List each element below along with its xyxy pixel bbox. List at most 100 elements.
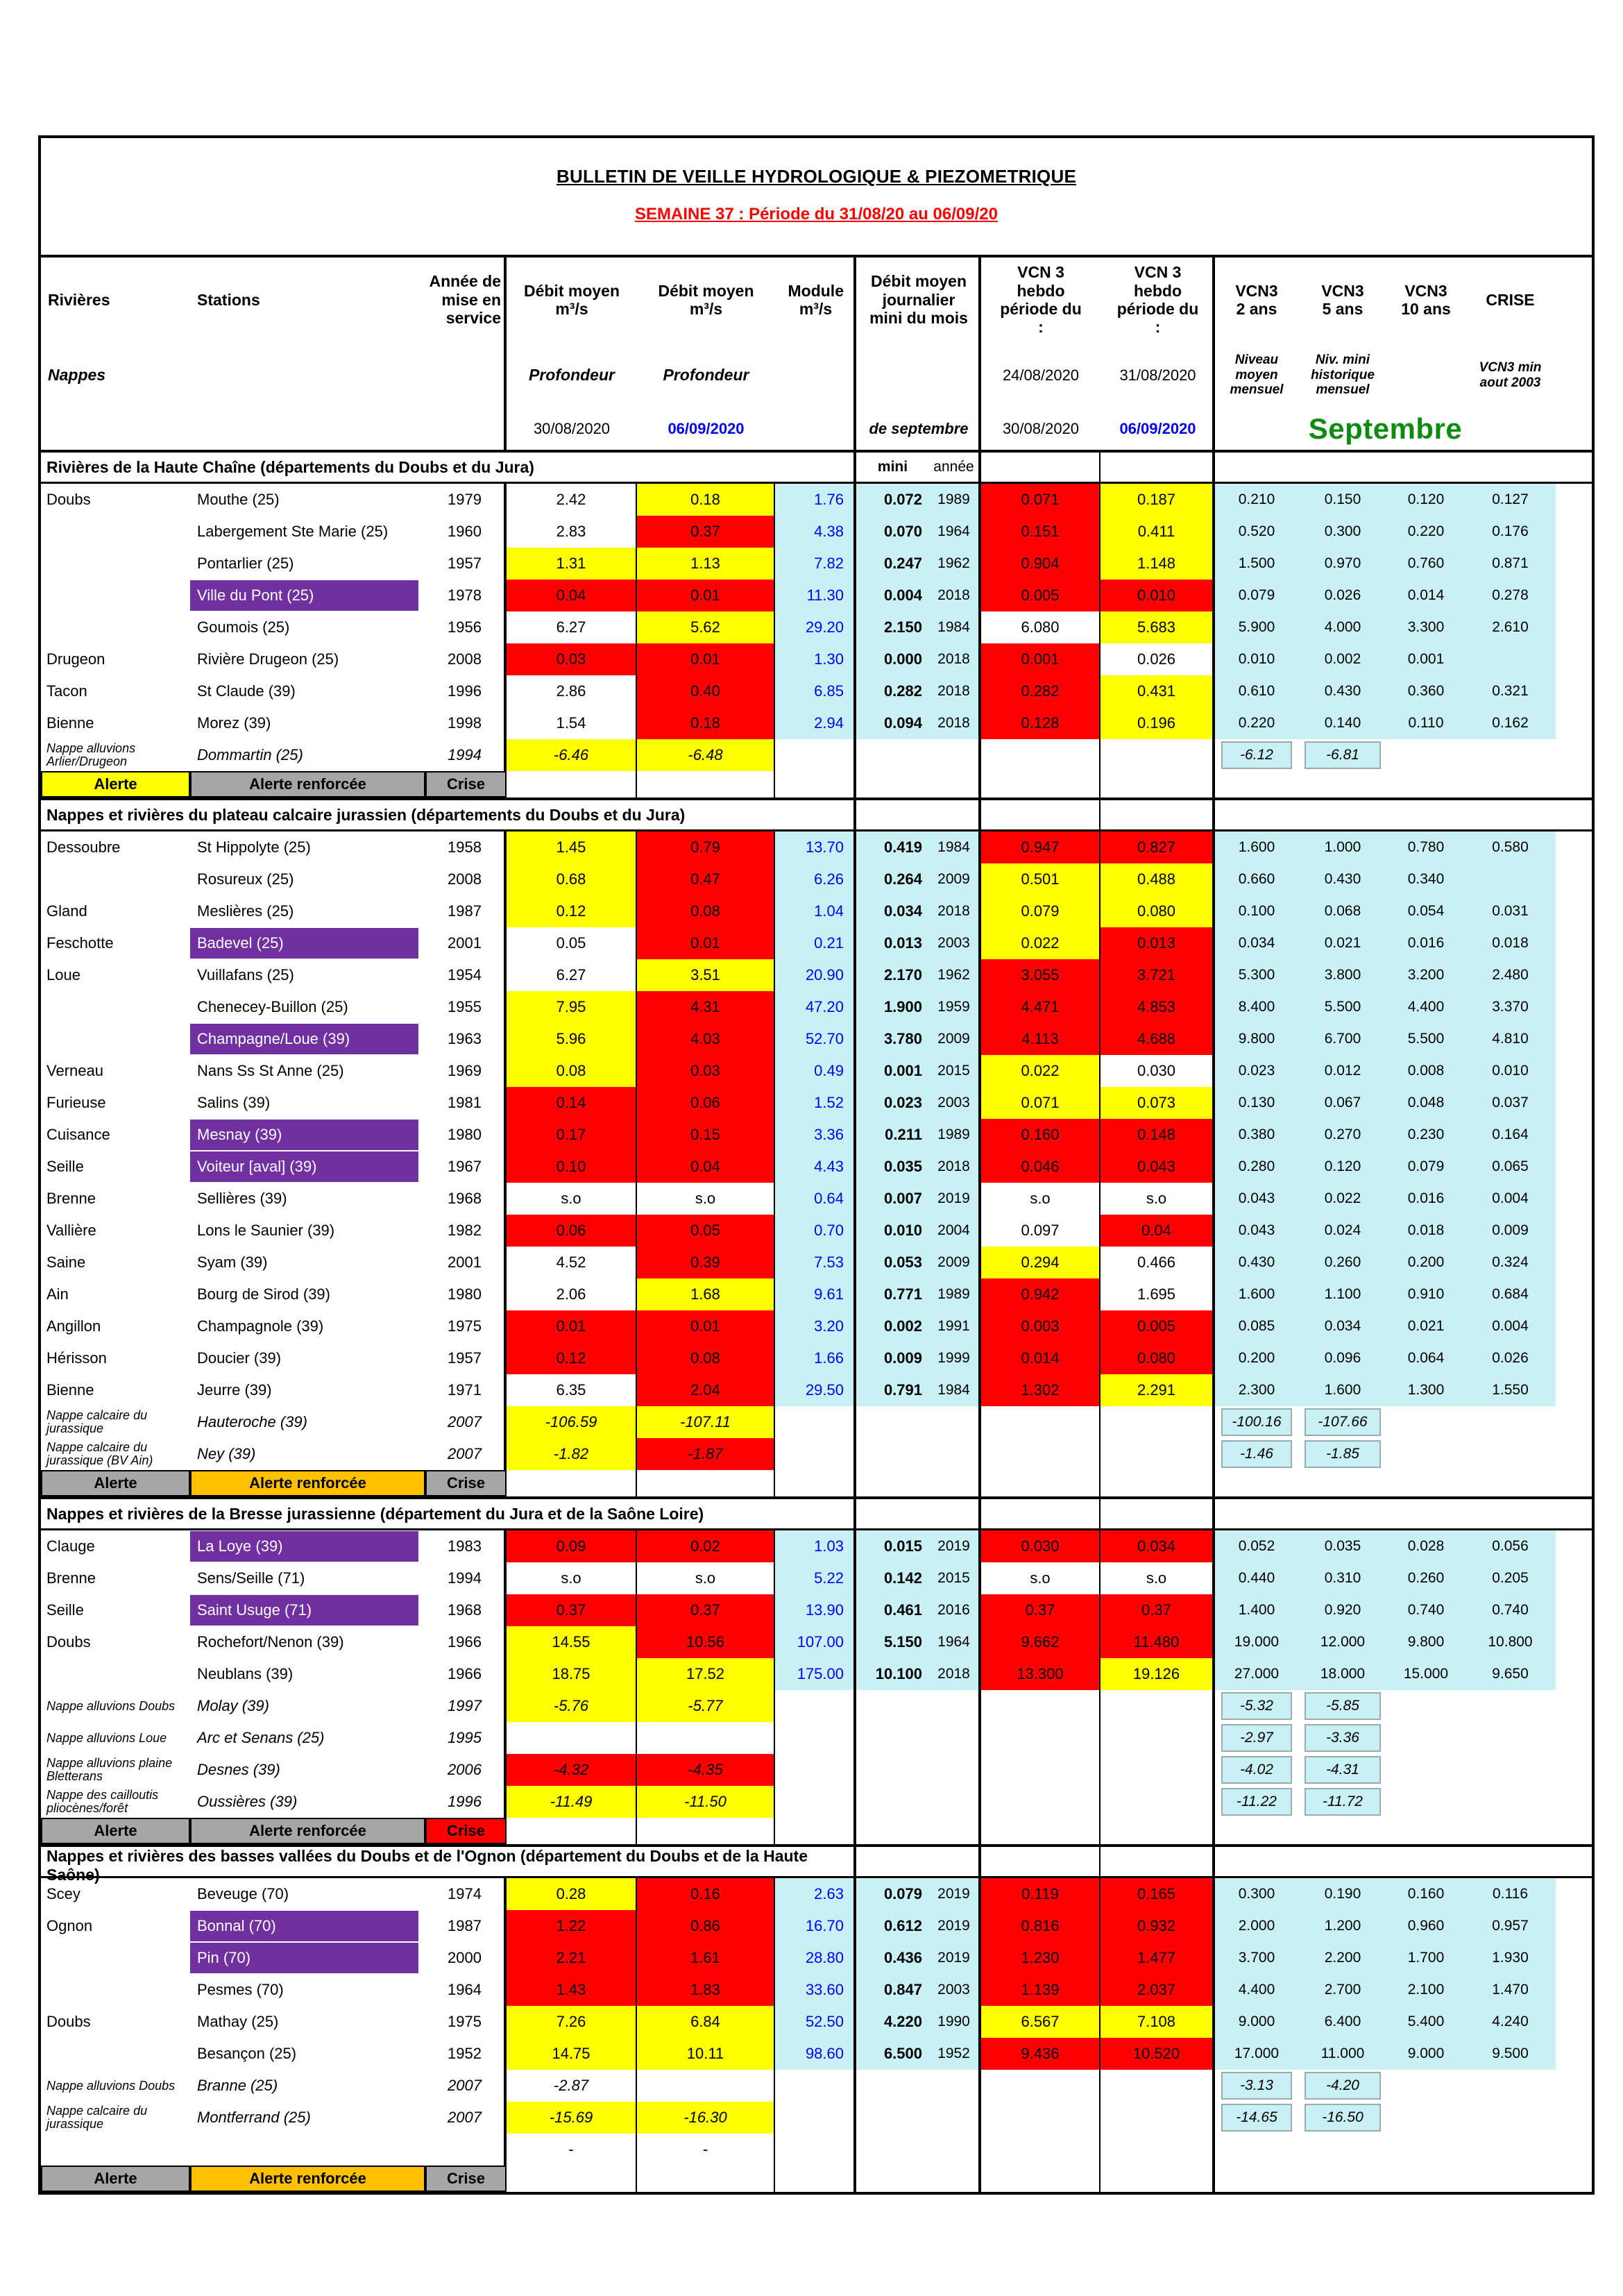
cell-mini: 2.170 bbox=[856, 959, 929, 991]
cell-riviere: Drugeon bbox=[46, 650, 105, 668]
station-label: Morez (39) bbox=[197, 714, 271, 732]
cell-module bbox=[775, 2134, 856, 2166]
cell-pad bbox=[1556, 1942, 1592, 1974]
cell-debit-0609: 0.39 bbox=[637, 1247, 775, 1278]
nappe-niveau-box: -1.46 bbox=[1221, 1440, 1292, 1468]
cell-vcn3-10ans: 0.014 bbox=[1387, 580, 1465, 611]
station-label: Rosureux (25) bbox=[197, 870, 294, 888]
cell-module: 9.61 bbox=[775, 1278, 856, 1310]
col-header-debit-1: Débit moyen m³/s bbox=[523, 281, 620, 318]
cell-crise bbox=[1465, 1438, 1556, 1470]
table-row: Feschotte Badevel (25) 2001 0.05 0.01 0.21 0.0… bbox=[41, 927, 1592, 959]
cell-mini bbox=[856, 739, 929, 771]
cell-pad bbox=[1556, 2134, 1592, 2166]
cell-debit-3008: 0.17 bbox=[507, 1119, 637, 1151]
cell-mini: 0.771 bbox=[856, 1278, 929, 1310]
cell-mini-annee bbox=[929, 1438, 981, 1470]
cell-vcn3-2408: 0.001 bbox=[981, 643, 1101, 675]
col-header-vcn3-hebdo-1: VCN 3 hebdo période du : bbox=[1000, 263, 1082, 337]
cell-vcn3-2408: 0.151 bbox=[981, 516, 1101, 548]
cell-mini: 0.072 bbox=[856, 484, 929, 516]
cell-vcn3-5ans: 1.600 bbox=[1298, 1374, 1387, 1406]
cell-vcn3-2ans: 4.400 bbox=[1215, 1974, 1298, 2006]
cell-annee-service: 1980 bbox=[425, 1278, 507, 1310]
cell-riviere bbox=[41, 1023, 190, 1055]
cell-pad bbox=[1556, 895, 1592, 927]
cell-vcn3-3108 bbox=[1101, 2134, 1215, 2166]
cell-station: Salins (39) bbox=[190, 1087, 425, 1119]
cell-vcn3-10ans: 1.300 bbox=[1387, 1374, 1465, 1406]
cell-vcn3-2408: 0.014 bbox=[981, 1342, 1101, 1374]
cell-module: 2.94 bbox=[775, 707, 856, 739]
cell-pad bbox=[1556, 1278, 1592, 1310]
cell-module: 1.52 bbox=[775, 1087, 856, 1119]
cell-station: Labergement Ste Marie (25) bbox=[190, 516, 425, 548]
nappe-niveau-box: -107.66 bbox=[1305, 1408, 1381, 1436]
bar-cell bbox=[1215, 453, 1592, 482]
cell-debit-3008: -2.87 bbox=[507, 2070, 637, 2102]
cell-mini-annee: 2018 bbox=[929, 1151, 981, 1183]
cell-module: 6.26 bbox=[775, 863, 856, 895]
cell-debit-3008: 0.04 bbox=[507, 580, 637, 611]
cell-station: Sellières (39) bbox=[190, 1183, 425, 1215]
cell-mini: 0.010 bbox=[856, 1215, 929, 1247]
legend-crise: Crise bbox=[425, 771, 507, 797]
cell-riviere: Seille bbox=[46, 1601, 84, 1619]
cell-vcn3-10ans: 9.000 bbox=[1387, 2038, 1465, 2070]
cell-vcn3-2408 bbox=[981, 2134, 1101, 2166]
cell-vcn3-2408: 0.030 bbox=[981, 1530, 1101, 1562]
legend-filler bbox=[1101, 771, 1215, 797]
cell-vcn3-2ans: 0.023 bbox=[1215, 1055, 1298, 1087]
cell-mini-annee: 2003 bbox=[929, 1974, 981, 2006]
cell-debit-3008: -11.49 bbox=[507, 1786, 637, 1818]
cell-pad bbox=[1556, 991, 1592, 1023]
cell-pad bbox=[1556, 1722, 1592, 1754]
col-header-crise: CRISE bbox=[1486, 290, 1535, 309]
cell-crise: 0.004 bbox=[1465, 1310, 1556, 1342]
cell-vcn3-2ans: 0.130 bbox=[1215, 1087, 1298, 1119]
cell-vcn3-5ans: -1.85 bbox=[1298, 1438, 1387, 1470]
cell-debit-3008: 1.54 bbox=[507, 707, 637, 739]
cell-debit-0609: s.o bbox=[637, 1562, 775, 1594]
table-row: Cuisance Mesnay (39) 1980 0.17 0.15 3.36 0.211… bbox=[41, 1119, 1592, 1151]
cell-crise bbox=[1465, 1406, 1556, 1438]
cell-module: 20.90 bbox=[775, 959, 856, 991]
cell-station: Goumois (25) bbox=[190, 611, 425, 643]
cell-vcn3-5ans: 12.000 bbox=[1298, 1626, 1387, 1658]
station-label: Neublans (39) bbox=[197, 1665, 294, 1683]
cell-station: Mesnay (39) bbox=[190, 1119, 425, 1151]
col-header-stations: Stations bbox=[197, 290, 260, 309]
cell-annee-service: 1967 bbox=[425, 1151, 507, 1183]
station-label: Goumois (25) bbox=[197, 618, 290, 636]
cell-vcn3-10ans bbox=[1387, 1406, 1465, 1438]
section-title: Nappes et rivières de la Bresse jurassie… bbox=[41, 1499, 856, 1528]
cell-mini: 0.436 bbox=[856, 1942, 929, 1974]
bar-cell bbox=[981, 453, 1101, 482]
cell-debit-3008: 2.86 bbox=[507, 675, 637, 707]
cell-station: Jeurre (39) bbox=[190, 1374, 425, 1406]
cell-station: Rivière Drugeon (25) bbox=[190, 643, 425, 675]
station-chip: Voiteur [aval] (39) bbox=[190, 1151, 418, 1182]
cell-vcn3-3108: 0.148 bbox=[1101, 1119, 1215, 1151]
cell-annee-service: 1954 bbox=[425, 959, 507, 991]
legend-filler bbox=[981, 1470, 1101, 1496]
legend-crise: Crise bbox=[425, 1470, 507, 1496]
cell-vcn3-2ans: 0.034 bbox=[1215, 927, 1298, 959]
cell-vcn3-2408: 0.005 bbox=[981, 580, 1101, 611]
cell-vcn3-10ans bbox=[1387, 1754, 1465, 1786]
cell-vcn3-3108: 0.165 bbox=[1101, 1878, 1215, 1910]
cell-mini: 0.035 bbox=[856, 1151, 929, 1183]
cell-debit-0609: 0.03 bbox=[637, 1055, 775, 1087]
cell-riviere: Dessoubre bbox=[46, 838, 121, 856]
cell-debit-3008: -15.69 bbox=[507, 2102, 637, 2134]
bar-cell bbox=[1101, 1847, 1215, 1884]
cell-vcn3-2408 bbox=[981, 2070, 1101, 2102]
cell-crise: 0.031 bbox=[1465, 895, 1556, 927]
cell-vcn3-10ans: 0.016 bbox=[1387, 1183, 1465, 1215]
cell-mini-annee: 2003 bbox=[929, 1087, 981, 1119]
cell-debit-3008: s.o bbox=[507, 1562, 637, 1594]
cell-annee-service: 2007 bbox=[425, 2070, 507, 2102]
station-label: Oussières (39) bbox=[197, 1793, 298, 1811]
cell-vcn3-2ans: 0.210 bbox=[1215, 484, 1298, 516]
